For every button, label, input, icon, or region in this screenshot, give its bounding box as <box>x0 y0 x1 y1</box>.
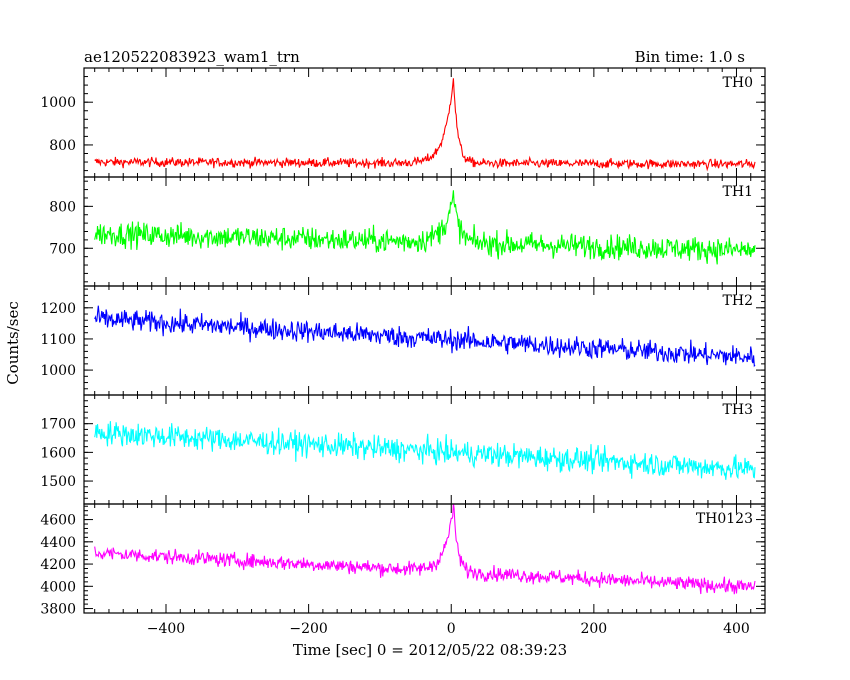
y-tick-label: 800 <box>49 138 76 154</box>
y-tick-label: 1000 <box>40 363 76 379</box>
panels-group: 800 1000 TH0 700 800 TH1 1000 1100 1200 TH2 1500 16… <box>40 67 766 637</box>
panel-label-th2: TH2 <box>723 293 753 309</box>
y-tick-label: 1600 <box>40 445 76 461</box>
series-th1 <box>94 190 756 265</box>
panel-label-th1: TH1 <box>723 184 753 200</box>
bin-time-label: Bin time: 1.0 s <box>635 48 745 66</box>
panel-frame-th0123 <box>83 503 766 614</box>
panel-label-th0123: TH0123 <box>696 511 753 527</box>
series-th0 <box>94 78 756 172</box>
y-tick-label: 1200 <box>40 301 76 317</box>
x-tick-label: 200 <box>580 621 607 637</box>
y-tick-label: 3800 <box>40 602 76 618</box>
y-tick-label: 4200 <box>40 557 76 573</box>
panel-label-th3: TH3 <box>723 402 753 418</box>
x-tick-label: 400 <box>723 621 750 637</box>
x-tick-label: −400 <box>147 621 185 637</box>
y-tick-label: 4600 <box>40 513 76 529</box>
panel-frame-th0 <box>83 67 766 178</box>
panel-label-th0: TH0 <box>723 75 753 91</box>
chart-title: ae120522083923_wam1_trn <box>84 48 300 66</box>
panel-frame-th2 <box>83 285 766 396</box>
y-tick-label: 4400 <box>40 535 76 551</box>
x-axis-label: Time [sec] 0 = 2012/05/22 08:39:23 <box>293 641 567 659</box>
y-tick-label: 1000 <box>40 95 76 111</box>
y-tick-label: 1700 <box>40 417 76 433</box>
y-tick-label: 800 <box>49 199 76 215</box>
y-tick-label: 4000 <box>40 579 76 595</box>
series-th0123 <box>94 504 756 595</box>
y-axis-label: Counts/sec <box>4 301 22 385</box>
y-tick-label: 700 <box>49 241 76 257</box>
y-tick-label: 1100 <box>40 332 76 348</box>
series-th3 <box>94 421 756 480</box>
series-th2 <box>94 305 756 368</box>
x-tick-label: 0 <box>447 621 456 637</box>
y-tick-label: 1500 <box>40 474 76 490</box>
x-tick-label: −200 <box>289 621 327 637</box>
